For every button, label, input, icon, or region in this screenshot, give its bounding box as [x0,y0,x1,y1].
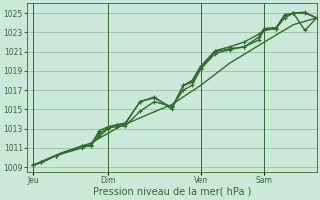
X-axis label: Pression niveau de la mer( hPa ): Pression niveau de la mer( hPa ) [92,187,251,197]
